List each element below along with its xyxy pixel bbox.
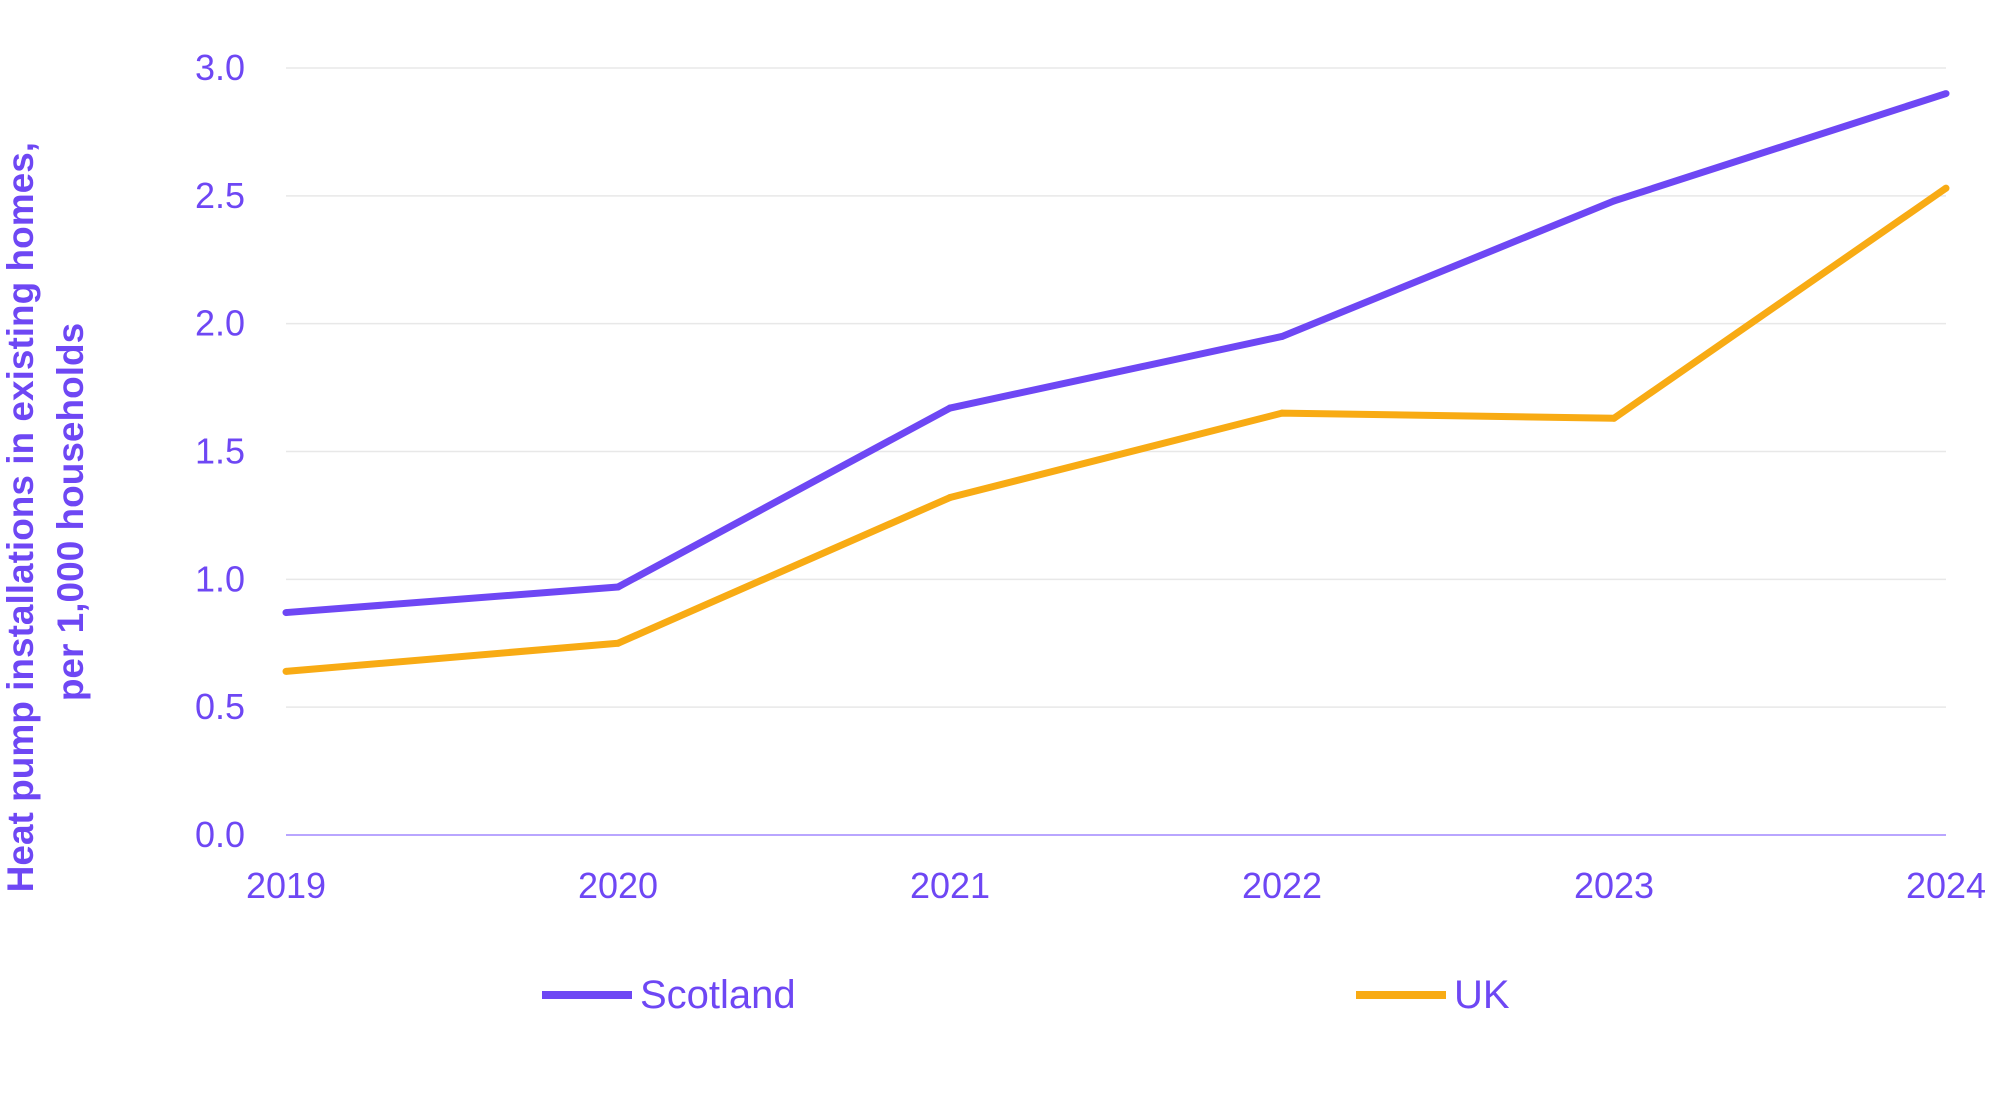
legend: Scotland UK [542,973,1510,1017]
data-point-uk [1942,184,1950,192]
legend-item-scotland: Scotland [542,973,796,1017]
y-tick-label: 2.5 [195,175,245,216]
y-axis-title-line-2: per 1,000 households [50,323,91,701]
y-axis-title: Heat pump installations in existing home… [0,132,91,893]
data-point-scotland [614,583,622,591]
x-tick-label: 2019 [246,865,326,906]
x-tick-label: 2024 [1906,865,1986,906]
series-line-scotland [285,90,1948,617]
y-tick-label: 1.5 [195,431,245,472]
y-tick-label: 1.0 [195,558,245,599]
y-tick-label: 3.0 [195,47,245,88]
legend-item-uk: UK [1356,973,1510,1017]
data-point-uk [1610,414,1618,422]
data-point-scotland [1942,90,1950,98]
y-tick-label: 0.5 [195,686,245,727]
y-tick-label: 2.0 [195,303,245,344]
data-point-uk [282,667,290,675]
data-point-uk [1278,409,1286,417]
x-tick-label: 2021 [910,865,990,906]
data-point-scotland [282,609,290,617]
data-point-scotland [946,404,954,412]
y-axis-title-line-1: Heat pump installations in existing home… [0,142,41,892]
data-point-uk [946,494,954,502]
data-point-scotland [1610,197,1618,205]
gridlines [286,67,1946,836]
x-tick-label: 2020 [578,865,658,906]
data-point-scotland [1278,332,1286,340]
y-tick-label: 0.0 [195,814,245,855]
x-axis: 2019 2020 2021 2022 2023 2024 [246,865,1986,906]
y-axis: 0.0 0.5 1.0 1.5 2.0 2.5 3.0 [195,47,245,855]
legend-label: UK [1454,973,1510,1017]
x-tick-label: 2022 [1242,865,1322,906]
data-point-uk [614,639,622,647]
legend-label: Scotland [640,973,796,1017]
series-lines [282,90,1950,675]
series-line-uk [285,185,1948,675]
x-tick-label: 2023 [1574,865,1654,906]
